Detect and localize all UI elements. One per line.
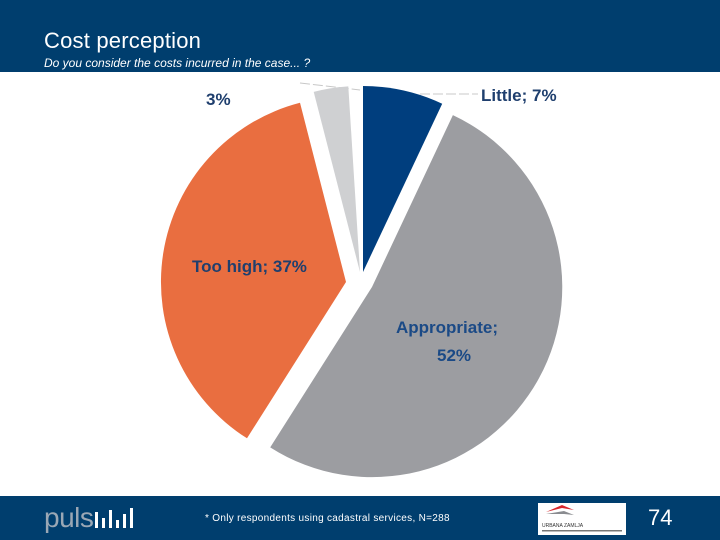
footer-band: puls * Only respondents using cadastral … xyxy=(0,496,720,540)
label-little: Little; 7% xyxy=(481,86,557,105)
label-appropriate-line1: Appropriate; xyxy=(396,318,498,337)
partner-logo: URBANA ZAMLJA xyxy=(538,503,626,535)
slice-too-high xyxy=(160,102,346,439)
pie-svg xyxy=(160,82,563,478)
puls-bars-icon xyxy=(95,508,133,528)
pie-chart: 3% Little; 7% Too high; 37% Appropriate;… xyxy=(0,72,720,496)
puls-logo: puls xyxy=(44,502,94,533)
footnote: * Only respondents using cadastral servi… xyxy=(205,513,450,524)
label-other: 3% xyxy=(206,90,231,109)
leader-line-other xyxy=(299,82,361,91)
header-band: Cost perception Do you consider the cost… xyxy=(0,0,720,72)
partner-roof-icon: URBANA ZAMLJA xyxy=(542,505,622,532)
page-number: 74 xyxy=(648,505,673,530)
label-too-high: Too high; 37% xyxy=(192,257,307,276)
partner-text: URBANA ZAMLJA xyxy=(542,523,584,529)
slide-subtitle: Do you consider the costs incurred in th… xyxy=(44,56,311,70)
label-appropriate-line2: 52% xyxy=(437,346,472,365)
slice-appropriate xyxy=(270,115,563,478)
slide-title: Cost perception xyxy=(44,28,202,53)
slice-little xyxy=(363,86,443,272)
slice-other xyxy=(313,86,360,273)
